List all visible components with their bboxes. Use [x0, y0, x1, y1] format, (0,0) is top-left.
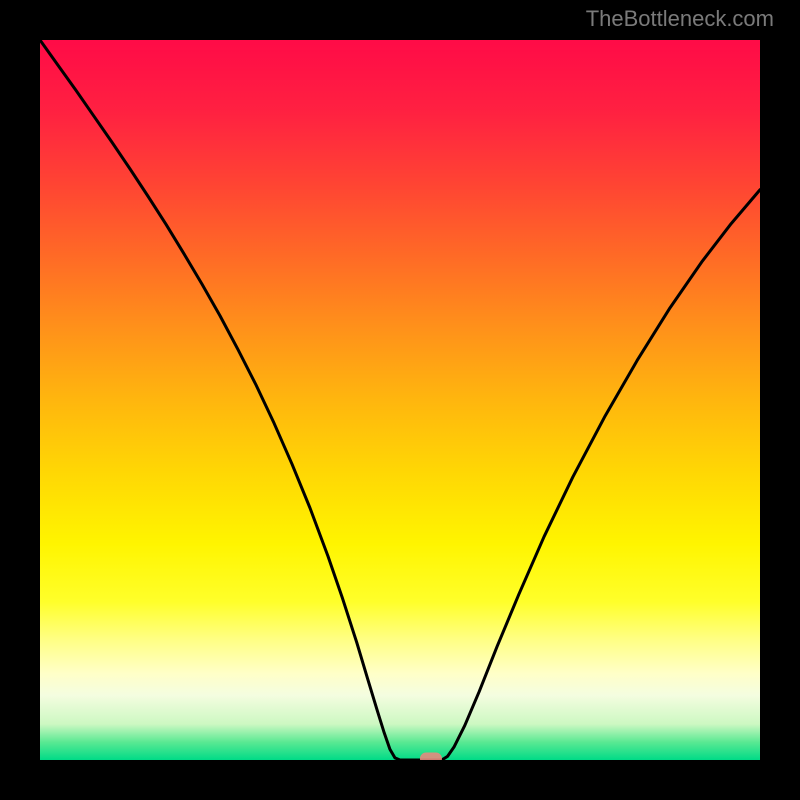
- plot-background-gradient: [40, 40, 760, 760]
- watermark-text: TheBottleneck.com: [586, 6, 774, 32]
- bottleneck-chart: [0, 0, 800, 800]
